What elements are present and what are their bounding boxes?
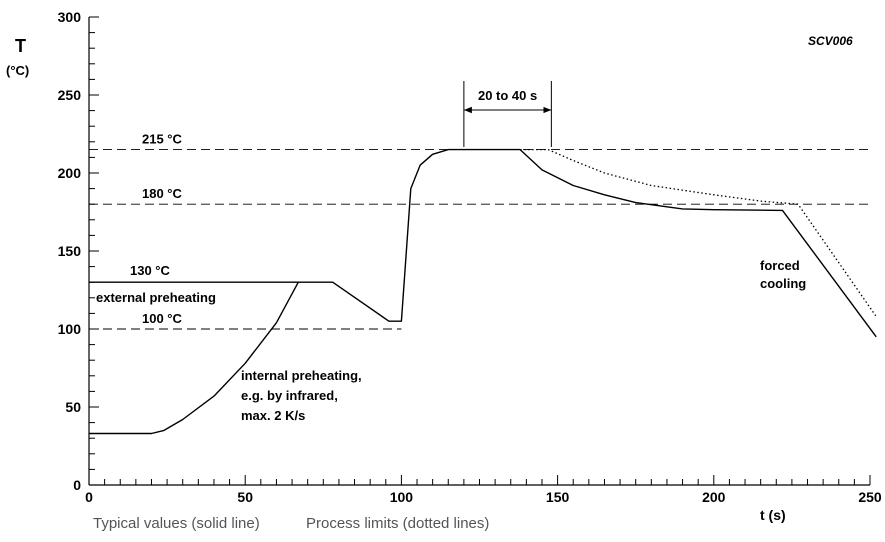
label-internal-preheating: internal preheating, e.g. by infrared, m… xyxy=(241,368,365,423)
x-tick-label: 0 xyxy=(85,489,93,505)
internal-preheating-line-1: internal preheating, xyxy=(241,368,362,383)
y-tick-label: 100 xyxy=(58,321,82,337)
footer-process-limits: Process limits (dotted lines) xyxy=(306,515,489,532)
x-axis-title: t (s) xyxy=(760,507,786,523)
forced-cooling-line-1: forced xyxy=(760,258,800,273)
y-axis-unit: (°C) xyxy=(6,63,29,78)
reference-lines: 215 °C 180 °C 100 °C xyxy=(89,132,870,330)
y-tick-label: 250 xyxy=(58,87,82,103)
x-tick-label: 250 xyxy=(858,489,882,505)
duration-label: 20 to 40 s xyxy=(478,88,537,103)
forced-cooling-line-2: cooling xyxy=(760,276,806,291)
reference-line-label: 180 °C xyxy=(142,186,183,201)
footer-typical-values: Typical values (solid line) xyxy=(93,515,260,532)
x-tick-label: 200 xyxy=(702,489,726,505)
y-tick-label: 200 xyxy=(58,165,82,181)
label-130: 130 °C xyxy=(130,263,171,278)
typical-value-line xyxy=(89,148,877,338)
y-tick-label: 0 xyxy=(73,477,81,493)
ticks-layer: 0 50 100 150 200 250 0 50 100 150 200 250 300 xyxy=(58,9,882,505)
x-tick-label: 150 xyxy=(546,489,570,505)
typical-value-line xyxy=(89,281,299,435)
reference-code: SCV006 xyxy=(808,34,853,48)
series-layer xyxy=(89,148,877,435)
x-tick-label: 50 xyxy=(237,489,253,505)
duration-marker: 20 to 40 s xyxy=(463,81,552,147)
label-forced-cooling: forced cooling xyxy=(760,258,806,291)
internal-preheating-line-3: max. 2 K/s xyxy=(241,408,305,423)
reference-line-label: 100 °C xyxy=(142,311,183,326)
x-tick-label: 100 xyxy=(390,489,414,505)
label-external-preheating: external preheating xyxy=(96,290,216,305)
internal-preheating-line-2: e.g. by infrared, xyxy=(241,388,338,403)
process-limit-line xyxy=(520,148,877,317)
y-tick-label: 150 xyxy=(58,243,82,259)
y-axis-title: T xyxy=(15,36,26,56)
y-tick-label: 300 xyxy=(58,9,82,25)
y-tick-label: 50 xyxy=(65,399,81,415)
reference-line-label: 215 °C xyxy=(142,132,183,147)
